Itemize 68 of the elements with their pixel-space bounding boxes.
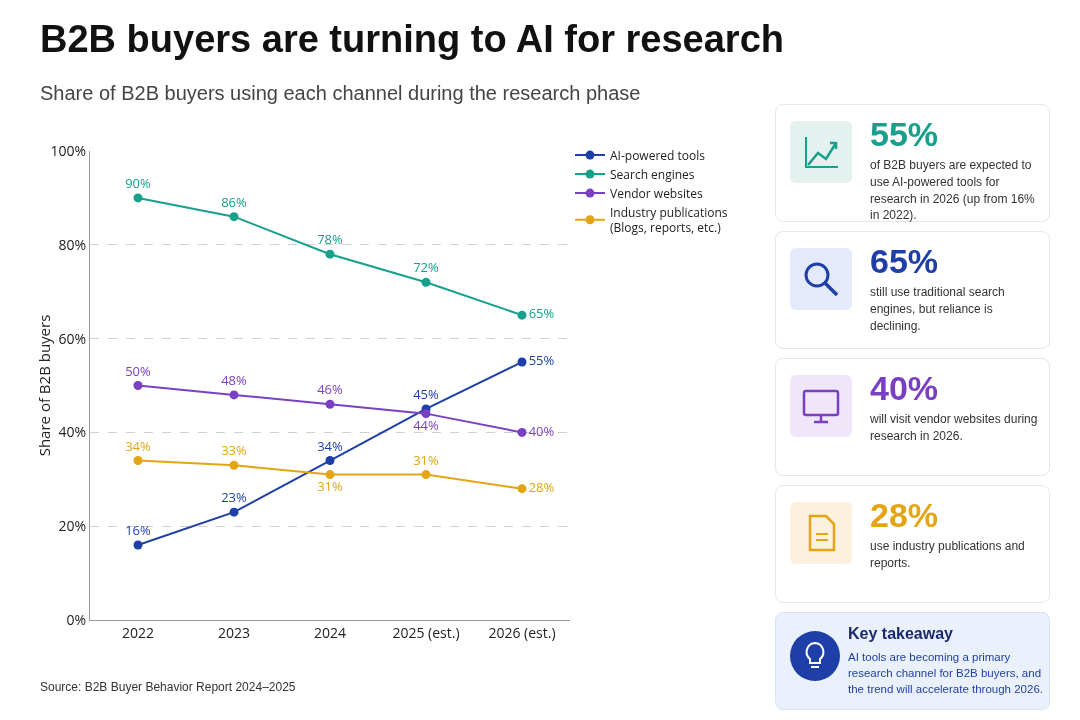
legend-label: Search engines (610, 165, 695, 183)
point (229, 507, 239, 517)
point (325, 399, 335, 409)
text: Key takeaway (848, 625, 953, 643)
data-label: 31% (317, 476, 344, 495)
data-label: 31% (413, 450, 440, 469)
point (325, 470, 335, 480)
point (517, 310, 527, 320)
point (325, 249, 335, 259)
data-label: 50% (125, 361, 152, 380)
point (421, 470, 431, 480)
point (133, 540, 143, 550)
data-label: 48% (221, 371, 248, 390)
point (517, 484, 527, 494)
text: will visit vendor websites during research in 2026. (870, 411, 1039, 445)
x-tick-label: 2025 (est.) (392, 622, 460, 642)
legend-label: Industry publications (Blogs, reports, etc.) (610, 203, 728, 237)
chart-title: B2B buyers are turning to AI for research (40, 18, 785, 61)
data-label: 86% (221, 192, 248, 211)
data-label: 33% (221, 441, 248, 460)
text: of B2B buyers are expected to use AI-powered tools for research in 2026 (up from 16% in 2022). (870, 157, 1036, 225)
y-tick-label: 40% (58, 422, 87, 442)
data-label: 46% (317, 380, 344, 399)
text: 55% (870, 115, 939, 154)
point (133, 456, 143, 466)
point (229, 460, 239, 470)
text: 40% (870, 369, 939, 408)
point (133, 381, 143, 390)
data-label: 72% (413, 258, 440, 277)
x-tick-label: 2022 (121, 622, 155, 642)
legend-label: AI-powered tools (610, 146, 706, 164)
y-tick-label: 80% (58, 234, 87, 254)
x-tick-label: 2023 (217, 622, 251, 642)
x-tick-label: 2024 (313, 622, 347, 642)
data-label: 55% (528, 351, 555, 370)
data-label: 23% (221, 488, 248, 507)
data-label: 45% (413, 385, 440, 404)
point (325, 456, 335, 466)
data-label: 65% (528, 304, 555, 323)
data-label: 90% (125, 174, 152, 193)
point (421, 277, 431, 287)
y-tick-label: 20% (58, 516, 87, 536)
point (229, 212, 239, 222)
point (133, 193, 143, 203)
point (517, 357, 527, 367)
y-tick-label: 60% (58, 328, 87, 348)
data-label: 34% (125, 436, 152, 455)
source-note: Source: B2B Buyer Behavior Report 2024–2025 (40, 680, 296, 694)
chart-subtitle: Share of B2B buyers using each channel during the research phase (40, 82, 641, 105)
data-label: 78% (317, 230, 344, 249)
point (229, 390, 239, 400)
text: 65% (870, 242, 939, 281)
y-tick-label: 0% (66, 609, 87, 629)
data-label: 34% (317, 436, 344, 455)
data-label: 40% (528, 421, 555, 440)
data-label: 44% (413, 416, 440, 435)
point (517, 427, 527, 437)
point (421, 409, 431, 419)
text: still use traditional search engines, but reliance is declining. (870, 284, 1006, 335)
x-tick-label: 2026 (est.) (488, 622, 556, 642)
text: 28% (870, 496, 939, 535)
data-label: 16% (125, 521, 152, 540)
text: AI tools are becoming a primary research channel for B2B buyers, and the trend will accelerate through 2026. (848, 650, 1043, 698)
y-tick-label: 100% (50, 140, 87, 160)
legend-label: Vendor websites (610, 184, 703, 202)
text: use industry publications and reports. (870, 538, 1026, 572)
y-axis-title: Share of B2B buyers (34, 314, 54, 457)
data-label: 28% (528, 477, 555, 496)
